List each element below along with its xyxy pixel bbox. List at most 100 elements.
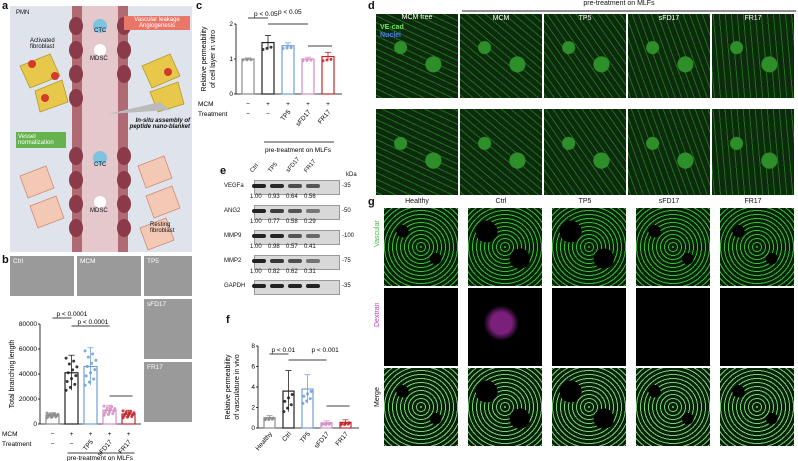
wb-protein-label: MMP2	[224, 258, 242, 264]
chart-c-point	[325, 58, 329, 62]
chart-f-point	[271, 416, 275, 420]
panel-g-image	[468, 368, 542, 446]
panel-g-image	[636, 288, 710, 366]
panel-g-column-label: Ctrl	[495, 198, 507, 205]
chart-c-point	[285, 46, 289, 50]
chart-b-point	[73, 382, 77, 386]
stain-vecad-label: VE-cad	[380, 24, 404, 31]
panel-d-label: d	[368, 0, 375, 12]
chart-b-ylabel: Total branching length	[9, 340, 16, 409]
chart-b-ytick-label: 20000	[19, 396, 37, 403]
ctc-label-1: CTC	[94, 28, 107, 34]
chart-c-point	[269, 45, 273, 49]
chart-f-pvalue-1: p < 0.01	[272, 347, 296, 354]
chart-c-point	[309, 58, 313, 62]
chart-b-mcm-cell: −	[51, 431, 55, 438]
chart-b-point	[66, 371, 70, 375]
activated-fibroblast-label: Activated fibroblast	[30, 38, 55, 50]
chart-c-treatment-cell: −	[266, 111, 270, 118]
chart-c-point	[289, 46, 293, 50]
chart-b-mcm-cell: +	[89, 431, 93, 438]
chart-f-ytick-label: 8	[251, 343, 255, 350]
wb-quant-value: 0.56	[304, 194, 316, 200]
chart-b-row-label-treatment: Treatment	[2, 441, 32, 448]
chart-c-point	[329, 57, 333, 61]
chart-f-point	[287, 396, 290, 400]
chart-b-point	[75, 365, 79, 369]
chart-f-point	[289, 403, 293, 407]
chart-f-point	[340, 422, 344, 426]
chart-b-point	[85, 365, 89, 368]
wb-quant-value: 0.41	[304, 244, 316, 250]
wb-band	[288, 234, 302, 238]
wb-band	[270, 209, 284, 213]
panel-g-image	[720, 368, 794, 446]
chart-b-point	[129, 410, 133, 413]
mdsc-label-2: MDSC	[90, 208, 108, 214]
chart-c-mcm-cell: +	[286, 101, 290, 108]
chart-b-point	[74, 374, 78, 378]
wb-band	[306, 234, 320, 238]
chart-f-category-label: FR17	[334, 431, 350, 448]
chart-b-ytick-label: 40000	[19, 371, 37, 378]
chart-b: 0 20000 40000 60000 80000 Total branching len…	[2, 311, 141, 461]
chart-f-ylabel: Relative permeability	[225, 354, 232, 419]
wb-band	[288, 284, 302, 288]
bf-image-mcm: MCM	[77, 256, 141, 296]
panel-d-header: pre-treatment on MLFs	[583, 0, 655, 7]
wb-lane-label: FR17	[303, 158, 318, 174]
chart-c-ytick-label: 0	[229, 91, 233, 98]
wb-band	[306, 259, 320, 263]
wb-quant-value: 0.29	[304, 219, 316, 225]
chart-c-point	[321, 59, 325, 63]
wb-quant-value: 0.82	[268, 269, 280, 275]
chart-f-point	[309, 389, 313, 393]
chart-f-point	[306, 392, 309, 396]
chart-c-point	[265, 46, 269, 50]
wb-marker-label: -75	[342, 258, 351, 264]
chart-c-treatment-cell: sFD17	[295, 109, 313, 128]
chart-c-ylabel: of cell layer in vitro	[210, 30, 217, 88]
wb-lane-label: Ctrl	[249, 162, 261, 174]
chart-f-point	[308, 397, 312, 401]
chart-b-point	[103, 411, 107, 415]
chart-f-point	[325, 422, 328, 426]
chart-c-pvalue-2: p < 0.05	[278, 9, 302, 16]
chart-f-category-label: Healthy	[254, 430, 274, 452]
panel-g-image	[552, 288, 626, 366]
wb-band	[252, 259, 266, 263]
panel-f-label: f	[226, 314, 230, 326]
chart-f-point	[344, 421, 347, 425]
wb-band	[288, 184, 302, 188]
vecad-zoom-image	[544, 109, 626, 195]
chart-f-point	[305, 399, 309, 403]
wb-quant-value: 0.31	[304, 269, 316, 275]
wb-marker-label: -35	[342, 183, 351, 189]
panel-g-image	[468, 208, 542, 286]
chart-c-point	[249, 58, 253, 62]
panel-g-image	[720, 288, 794, 366]
panel-g-row-label: Merge	[374, 387, 381, 407]
vecad-column-label: MCM	[492, 15, 510, 22]
wb-quant-value: 0.62	[286, 269, 298, 275]
chart-f-point	[268, 416, 271, 420]
panel-c-label: c	[196, 0, 203, 12]
chart-f-category-label: sFD17	[313, 431, 331, 450]
bf-image-ctrl: Ctrl	[10, 256, 74, 296]
wb-marker-label: -50	[342, 208, 351, 214]
panel-g-column-label: TP5	[578, 198, 592, 205]
bf-image-sfd17: sFD17	[144, 299, 192, 359]
chart-b-treatment-cell: −	[70, 441, 74, 448]
chart-b-point	[64, 356, 68, 360]
wb-band	[270, 284, 284, 288]
chart-c-treatment-cell: −	[246, 111, 250, 118]
chart-c-point	[241, 58, 245, 62]
chart-b-point	[106, 412, 110, 416]
chart-c-ytick-label: 2	[229, 21, 233, 28]
vascular-leakage-box: Vascular leakage Angiogenesis	[124, 16, 190, 30]
wb-band	[288, 259, 302, 263]
chart-c-bar	[281, 45, 295, 95]
stain-nuclei-label: Nuclei	[380, 32, 402, 39]
chart-b-point	[83, 349, 87, 353]
vessel-normalization-box: Vessel normalization	[16, 132, 66, 148]
